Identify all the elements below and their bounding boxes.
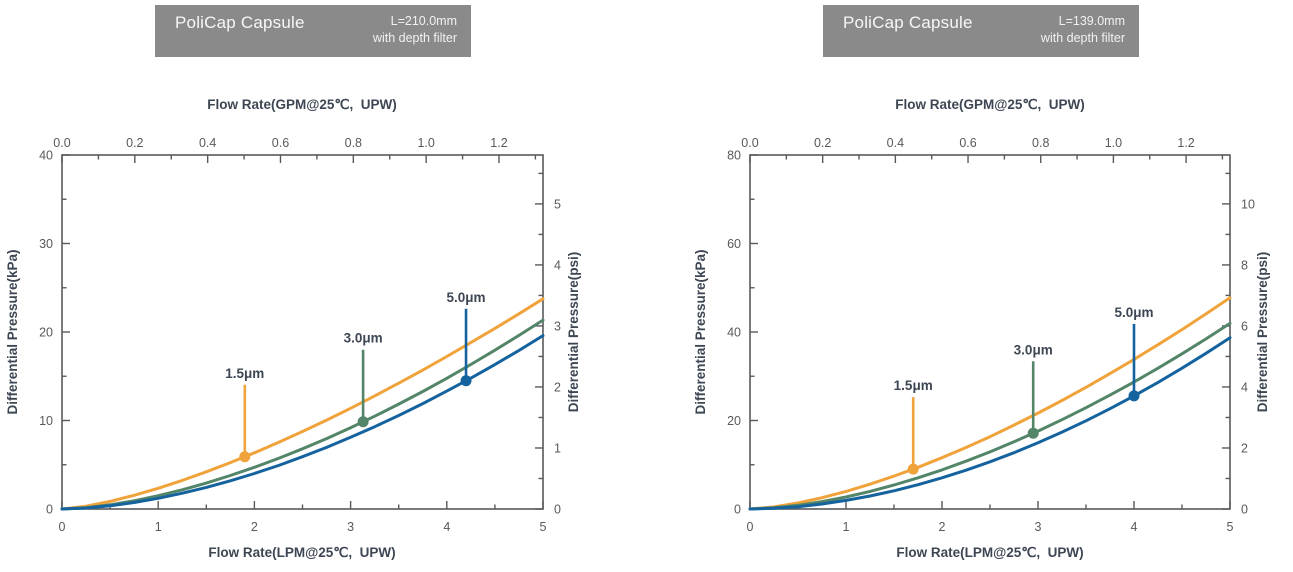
annotation-label-3.0μm: 3.0μm xyxy=(344,331,383,346)
bottom-tick-label: 0 xyxy=(747,520,754,534)
top-tick-label: 0.0 xyxy=(741,136,758,150)
chart2-bottom-axis-title: Flow Rate(LPM@25℃, UPW) xyxy=(896,545,1084,560)
series-line-3.0μm xyxy=(748,321,1232,511)
annotation-dot-1.5μm xyxy=(907,463,919,475)
top-tick-label: 0.0 xyxy=(53,136,70,150)
annotation-dot-1.5μm xyxy=(239,451,251,463)
left-tick-label: 40 xyxy=(727,326,741,340)
chart-2: 0.0 0.2 0.4 0.6 0.8 1.0 1.20 1 2 3 4 50204060800246… xyxy=(727,136,1255,534)
chart2-header-subtitle: with depth filter xyxy=(1040,31,1125,46)
chart1-right-axis-title: Differential Pressure(psi) xyxy=(566,251,581,413)
top-tick-label: 1.2 xyxy=(1177,136,1194,150)
left-tick-label: 30 xyxy=(39,237,53,251)
top-tick-label: 1.2 xyxy=(490,136,507,150)
bottom-tick-label: 1 xyxy=(843,520,850,534)
right-tick-label: 10 xyxy=(1241,197,1255,211)
annotation-label-1.5μm: 1.5μm xyxy=(894,378,933,393)
right-tick-label: 4 xyxy=(554,258,561,272)
bottom-tick-label: 1 xyxy=(155,520,162,534)
chart1-top-axis-title: Flow Rate(GPM@25℃, UPW) xyxy=(207,97,397,112)
chart2-left-axis-title: Differential Pressure(kPa) xyxy=(693,249,708,415)
chart2-header: PoliCap Capsule L=139.0mm with depth fil… xyxy=(823,5,1139,57)
left-tick-label: 0 xyxy=(734,503,741,517)
chart-1: 0.0 0.2 0.4 0.6 0.8 1.0 1.20 1 2 3 4 50102030400123… xyxy=(39,136,561,534)
left-tick-label: 20 xyxy=(39,326,53,340)
chart2-top-axis-title: Flow Rate(GPM@25℃, UPW) xyxy=(895,97,1085,112)
chart1-header-info: L=210.0mm with depth filter xyxy=(373,13,457,48)
top-tick-label: 0.6 xyxy=(959,136,976,150)
bottom-tick-label: 5 xyxy=(540,520,547,534)
bottom-tick-label: 5 xyxy=(1227,520,1234,534)
chart2-header-info: L=139.0mm with depth filter xyxy=(1041,13,1125,48)
right-tick-label: 0 xyxy=(1241,503,1248,517)
top-tick-label: 0.4 xyxy=(887,136,904,150)
annotation-label-1.5μm: 1.5μm xyxy=(225,366,264,381)
top-tick-label: 0.6 xyxy=(272,136,289,150)
right-tick-label: 2 xyxy=(1241,441,1248,455)
right-tick-label: 5 xyxy=(554,197,561,211)
bottom-tick-label: 4 xyxy=(443,520,450,534)
chart1-header-title: PoliCap Capsule xyxy=(175,13,305,32)
left-tick-label: 60 xyxy=(727,237,741,251)
top-tick-label: 0.8 xyxy=(1032,136,1049,150)
chart2-header-title: PoliCap Capsule xyxy=(843,13,973,32)
left-tick-label: 0 xyxy=(46,503,53,517)
top-tick-label: 1.0 xyxy=(1105,136,1122,150)
top-tick-label: 0.2 xyxy=(814,136,831,150)
annotation-dot-5.0μm xyxy=(460,375,472,387)
bottom-tick-label: 4 xyxy=(1131,520,1138,534)
chart2-right-axis-title: Differential Pressure(psi) xyxy=(1255,251,1270,413)
chart2-header-length: L=139.0mm xyxy=(1058,14,1125,28)
right-tick-label: 3 xyxy=(554,319,561,333)
left-tick-label: 20 xyxy=(727,414,741,428)
annotation-dot-3.0μm xyxy=(1027,427,1039,439)
bottom-tick-label: 3 xyxy=(347,520,354,534)
chart1-left-axis-title: Differential Pressure(kPa) xyxy=(5,249,20,415)
annotation-dot-3.0μm xyxy=(357,416,369,428)
left-tick-label: 10 xyxy=(39,414,53,428)
bottom-tick-label: 0 xyxy=(59,520,66,534)
bottom-tick-label: 3 xyxy=(1035,520,1042,534)
series-line-5.0μm xyxy=(60,334,545,511)
top-tick-label: 0.2 xyxy=(126,136,143,150)
series-line-1.5μm xyxy=(748,296,1232,511)
chart1-header-length: L=210.0mm xyxy=(390,14,457,28)
chart1-header-subtitle: with depth filter xyxy=(372,31,457,46)
annotation-dot-5.0μm xyxy=(1128,390,1140,402)
annotation-label-5.0μm: 5.0μm xyxy=(447,290,486,305)
chart1-header: PoliCap Capsule L=210.0mm with depth fil… xyxy=(155,5,471,57)
chart1-bottom-axis-title: Flow Rate(LPM@25℃, UPW) xyxy=(208,545,396,560)
right-tick-label: 4 xyxy=(1241,380,1248,394)
bottom-tick-label: 2 xyxy=(251,520,258,534)
top-tick-label: 0.4 xyxy=(199,136,216,150)
top-tick-label: 0.8 xyxy=(345,136,362,150)
left-tick-label: 80 xyxy=(727,149,741,163)
bottom-tick-label: 2 xyxy=(939,520,946,534)
annotation-label-3.0μm: 3.0μm xyxy=(1014,342,1053,357)
series-line-1.5μm xyxy=(60,297,545,511)
right-tick-label: 1 xyxy=(554,441,561,455)
series-line-5.0μm xyxy=(748,336,1232,511)
annotation-label-5.0μm: 5.0μm xyxy=(1114,305,1153,320)
left-tick-label: 40 xyxy=(39,149,53,163)
top-tick-label: 1.0 xyxy=(417,136,434,150)
right-tick-label: 8 xyxy=(1241,258,1248,272)
right-tick-label: 0 xyxy=(554,503,561,517)
right-tick-label: 2 xyxy=(554,380,561,394)
series-line-3.0μm xyxy=(60,318,545,511)
right-tick-label: 6 xyxy=(1241,319,1248,333)
